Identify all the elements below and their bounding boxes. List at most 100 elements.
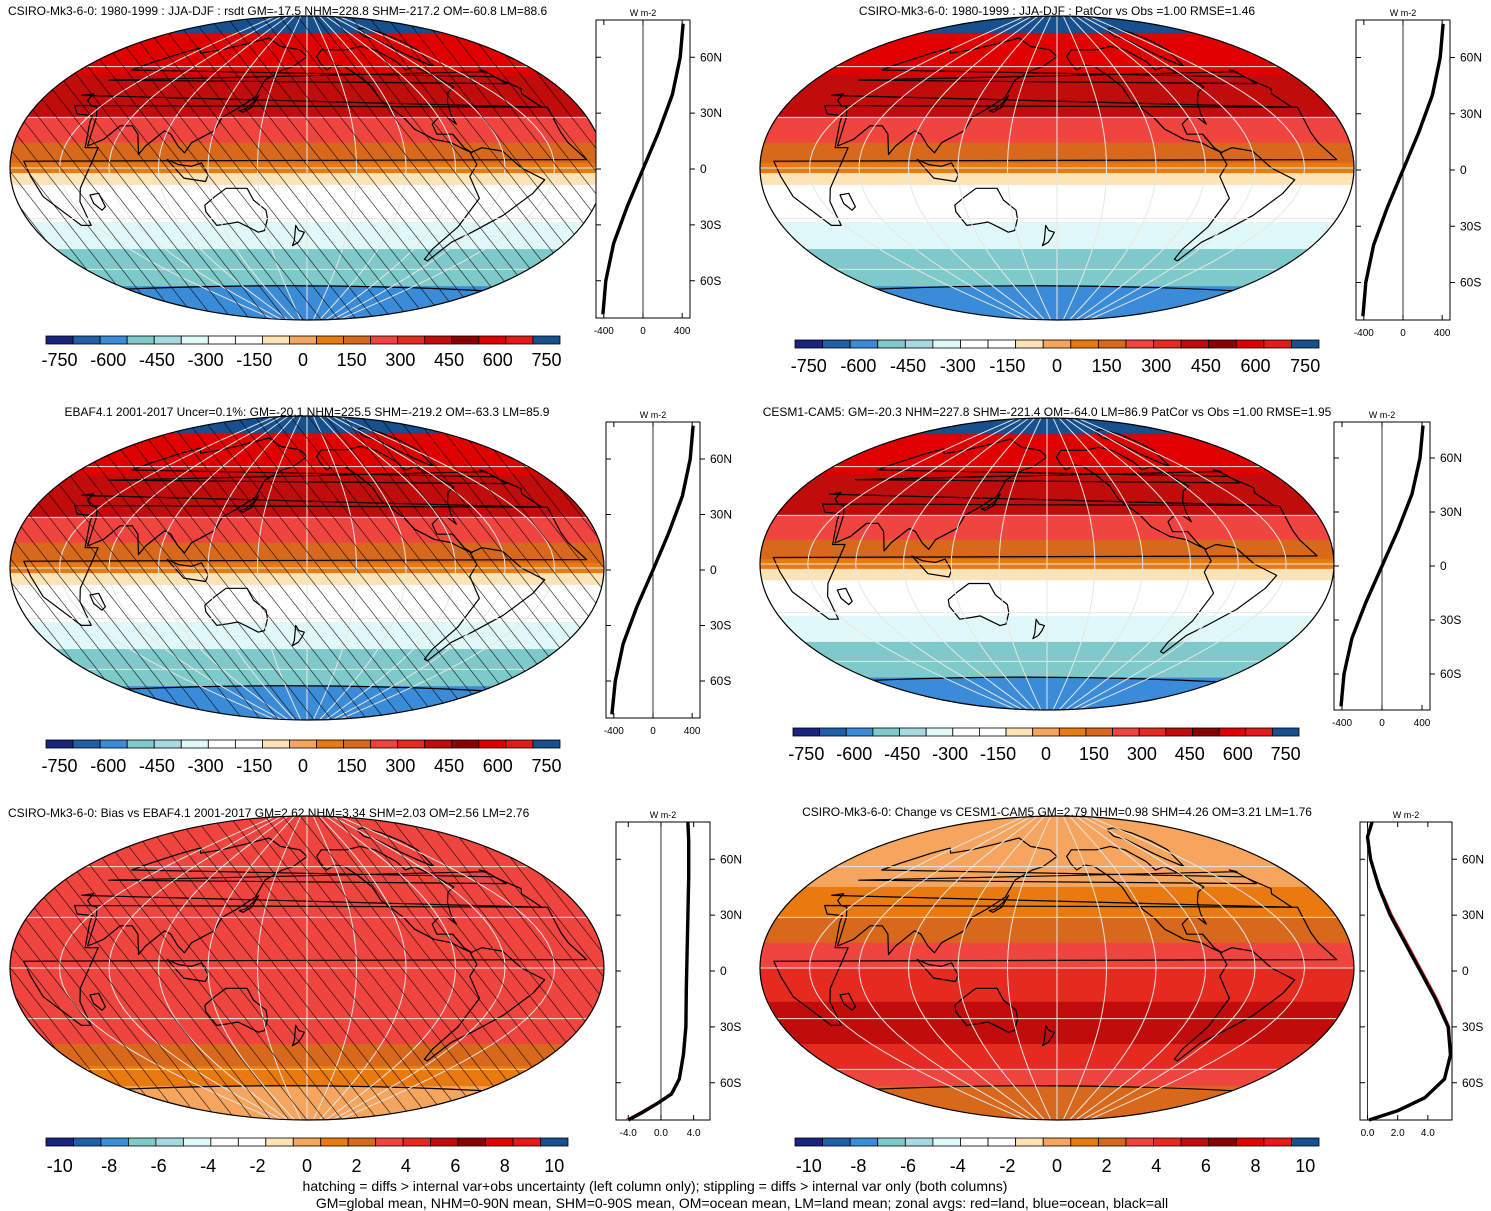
graticule-lon [1069,816,1157,1120]
colorbar-box [505,739,534,749]
map [10,16,604,320]
colorbar-tick-label: 750 [531,756,561,776]
coastline [1094,428,1171,468]
colorbar-tick-label: 600 [1223,744,1253,764]
footer-line-2: GM=global mean, NHM=0-90N mean, SHM=0-90… [316,1195,1168,1211]
coastline [1041,224,1055,247]
zonal-y-tick-label: 60S [700,274,721,288]
zonal-frame [615,821,711,1121]
colorbar-box [1263,1137,1292,1147]
colorbar-tick-label: -450 [139,756,175,776]
colorbar-tick-label: -10 [47,1156,73,1176]
map-border [759,15,1355,321]
coastline [858,69,1258,85]
graticule-lon [808,816,1027,1120]
colorbar-box [207,335,236,345]
colorbar-box [1070,1137,1099,1147]
zonal-x-tick-label: 400 [674,326,691,337]
colorbar-tick-label: -600 [840,356,876,376]
hatching [10,416,604,720]
colorbar: -10 -8 -6 -4 -2 0 2 4 6 8 10 [794,1137,1320,1176]
zonal-y-tick-label: 30N [720,908,742,922]
colorbar-tick-label: 2 [351,1156,361,1176]
colorbar-box [397,335,426,345]
colorbar-box [370,335,399,345]
graticule-lon [957,16,1045,320]
zonal-panel: -400 0 400 60N 30N 0 30S 60S W m-2 [1354,8,1482,339]
colorbar-tick-label: 2 [1102,1156,1112,1176]
colorbar-tick-label: 450 [434,350,464,370]
graticule-lon [1070,418,1239,710]
colorbar-box [899,727,927,737]
colorbar-tick-label: 750 [531,350,561,370]
zonal-y-tick-label: 60N [1440,451,1462,465]
colorbar-box [1208,339,1237,349]
panel-1: CSIRO-Mk3-6-0: 1980-1999 : JJA-DJF : rsd… [8,4,722,370]
colorbar-box [904,1137,934,1147]
colorbar-tick-label: -10 [796,1156,822,1176]
colorbar-box [72,335,101,345]
colorbar-tick-label: 4 [401,1156,411,1176]
colorbar-box [210,1137,239,1147]
zonal-series-black [610,425,695,715]
colorbar-tick-label: 0 [1052,356,1062,376]
zonal-x-tick-label: 400 [1414,718,1431,729]
colorbar-tick-label: -150 [236,756,272,776]
colorbar-tick-label: 0 [1052,1156,1062,1176]
graticule-lon [902,418,1030,710]
coastline [988,894,1010,913]
colorbar-box [402,1137,432,1147]
colorbar-box [478,335,507,345]
zonal-y-tick-label: 30N [1462,908,1484,922]
zonal-y-tick-label: 0 [1462,964,1469,978]
zonal-y-tick-label: 60N [710,452,732,466]
colorbar-box [424,335,453,345]
colorbar-box [182,1137,212,1147]
colorbar-box [979,727,1007,737]
colorbar-box [1192,727,1220,737]
colorbar-tick-label: 750 [1290,356,1320,376]
coastline [1159,543,1278,654]
coastline [1055,446,1208,551]
colorbar-box [370,739,399,749]
colorbar-box [849,339,879,349]
zonal-y-tick-label: 30S [720,1020,741,1034]
colorbar-box [45,1137,74,1147]
graticule-lon [907,16,1039,320]
panel-title: CSIRO-Mk3-6-0: 1980-1999 : JJA-DJF : rsd… [8,4,548,18]
colorbar-box [960,1137,989,1147]
zonal-x-tick-label: 0 [640,326,646,337]
zonal-x-tick-label: 0 [1379,718,1385,729]
zonal-y-tick-label: 30S [1462,1020,1483,1034]
colorbar-tick-label: 0 [298,350,308,370]
colorbar-box [237,1137,267,1147]
coastline [854,469,1241,484]
colorbar-box [540,1137,569,1147]
colorbar-tick-label: -300 [188,350,224,370]
colorbar-box [877,339,906,349]
colorbar-tick-label: -600 [836,744,872,764]
hatching [10,16,604,320]
zonal-series-black [1339,425,1425,707]
panel-6: CSIRO-Mk3-6-0: Change vs CESM1-CAM5 GM=2… [759,805,1484,1176]
colorbar: -750 -600 -450 -300 -150 0 150 300 450 600 750 [788,727,1301,764]
colorbar-box [1112,727,1140,737]
colorbar-tick-label: 600 [483,756,513,776]
coastline [954,987,1019,1033]
coastline [1173,147,1296,262]
zonal-x-tick-label: 0 [1400,328,1406,339]
colorbar-box [532,335,561,345]
colorbar-tick-label: -150 [980,744,1016,764]
map-border [9,815,605,1121]
colorbar-box [932,339,961,349]
colorbar-box [485,1137,514,1147]
colorbar: -750 -600 -450 -300 -150 0 150 300 450 600 750 [42,739,561,776]
colorbar-box [1125,1137,1154,1147]
zonal-y-tick-label: 30N [710,508,732,522]
map-border [9,415,605,721]
zonal-x-tick-label: 2.0 [1391,1128,1405,1139]
colorbar-box [478,739,507,749]
colorbar-tick-label: 450 [1175,744,1205,764]
colorbar-box [877,1137,906,1147]
zonal-y-tick-label: 30N [700,106,722,120]
